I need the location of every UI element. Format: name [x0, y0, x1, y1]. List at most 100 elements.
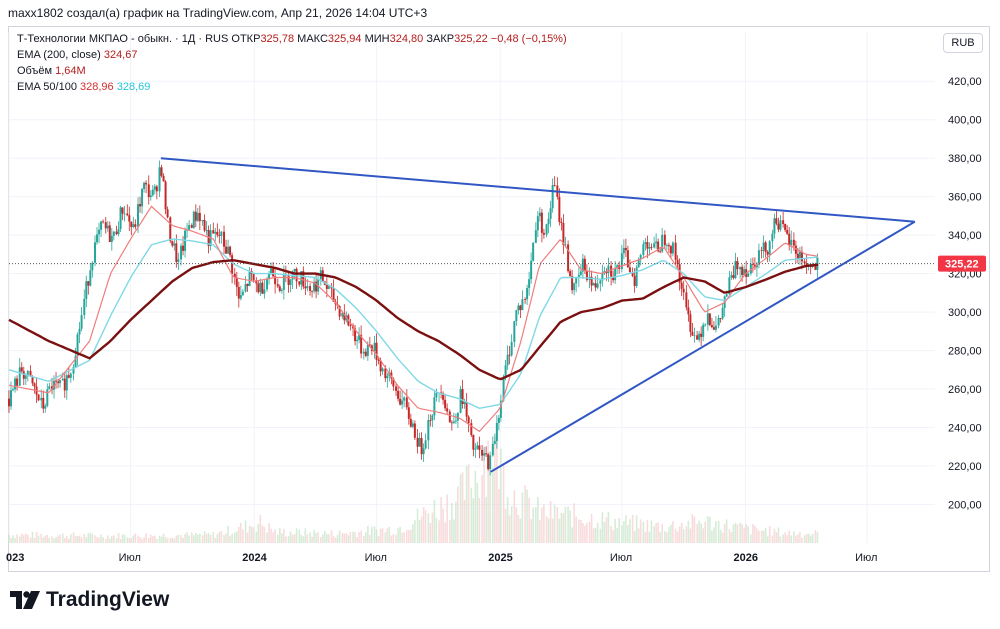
volume-bar: [347, 535, 350, 543]
volume-bar: [42, 537, 45, 543]
candle-body: [207, 229, 210, 246]
volume-bar: [266, 532, 268, 543]
volume-bar: [70, 534, 72, 543]
volume-bar: [128, 537, 131, 543]
candle-body: [85, 281, 88, 299]
candle-body: [182, 245, 185, 251]
candle-body: [680, 282, 683, 289]
volume-bar: [261, 525, 264, 543]
volume-bar: [154, 535, 156, 543]
tradingview-logo[interactable]: TradingView: [10, 588, 169, 612]
volume-bar: [126, 537, 129, 543]
candle-body: [721, 307, 724, 319]
volume-bar: [618, 518, 620, 543]
symbol-title[interactable]: Т-Технологии МКПАО - обыкн. · 1Д · RUS: [17, 33, 229, 45]
volume-bar: [467, 464, 470, 543]
currency-button[interactable]: RUB: [943, 33, 983, 53]
candle-body: [800, 251, 803, 262]
volume-bar: [517, 515, 520, 543]
candle-body: [386, 375, 389, 379]
volume-bar: [429, 522, 432, 543]
candle-body: [306, 286, 309, 289]
volume-bar: [233, 532, 236, 543]
volume-bar: [451, 502, 453, 543]
candle-body: [259, 282, 262, 293]
candle-body: [29, 370, 32, 377]
candle-body: [671, 242, 674, 254]
ema200-value: 324,67: [103, 49, 138, 61]
candle-body: [360, 334, 363, 354]
candle-body: [676, 259, 679, 265]
candle-body: [143, 182, 146, 189]
volume-bar: [298, 529, 301, 543]
candle-body: [14, 378, 17, 390]
y-tick-label: 360,00: [948, 192, 982, 204]
volume-bar: [758, 530, 760, 543]
candle-body: [227, 246, 230, 254]
candle-body: [665, 245, 668, 246]
candle-body: [169, 217, 172, 242]
y-tick-label: 260,00: [948, 384, 982, 396]
volume-bar: [693, 516, 696, 543]
volume-bar: [596, 522, 599, 543]
candle-body: [610, 265, 613, 277]
volume-bar: [27, 534, 29, 543]
volume-bar: [360, 530, 362, 543]
candle-body: [366, 344, 369, 356]
volume-bar: [474, 470, 477, 543]
candle-body: [78, 328, 81, 335]
candle-body: [653, 243, 656, 248]
volume-bar: [410, 529, 412, 543]
legend-volume-row[interactable]: Объём 1,64M: [17, 63, 567, 79]
candle-body: [244, 284, 247, 292]
candle-body: [102, 221, 105, 223]
ema200-label: EMA (200, close): [17, 49, 101, 61]
candle-body: [687, 307, 690, 315]
volume-bar: [139, 537, 141, 543]
volume-bar: [732, 524, 735, 543]
ema200-line: [8, 259, 819, 381]
candle-body: [585, 270, 588, 281]
candle-body: [287, 275, 290, 285]
volume-bar: [707, 516, 709, 543]
legend-ema50-100-row[interactable]: EMA 50/100 328,96 328,69: [17, 79, 567, 95]
candle-body: [147, 184, 150, 198]
ema50-value: 328,96: [80, 81, 114, 93]
volume-bar: [588, 521, 591, 543]
candle-body: [255, 280, 258, 284]
volume-bar: [793, 531, 795, 543]
candle-body: [691, 331, 694, 336]
volume-bar: [205, 533, 208, 543]
candle-body: [517, 305, 520, 311]
volume-bar: [771, 535, 774, 543]
volume-bar: [244, 520, 247, 543]
volume-bar: [220, 531, 223, 543]
candle-body: [354, 328, 357, 342]
volume-bar: [246, 532, 249, 543]
y-tick-label: 220,00: [948, 461, 982, 473]
candle-body: [773, 218, 776, 234]
volume-bar: [584, 525, 586, 543]
candle-body: [661, 234, 664, 252]
volume-bar: [532, 507, 534, 543]
volume-bar: [551, 518, 554, 543]
volume-bar: [644, 531, 647, 543]
candle-body: [650, 247, 653, 248]
candle-body: [349, 325, 352, 327]
legend-ema200-row[interactable]: EMA (200, close) 324,67: [17, 47, 567, 63]
volume-bar: [332, 535, 335, 543]
candle-body: [499, 400, 502, 418]
volume-bar: [188, 535, 190, 543]
volume-bar: [57, 535, 59, 543]
volume-bar: [373, 526, 376, 543]
volume-bar: [412, 524, 414, 543]
candle-body: [65, 375, 68, 391]
volume-bar: [130, 538, 133, 543]
volume-bar: [207, 532, 210, 543]
candle-body: [573, 283, 576, 291]
volume-bar: [115, 538, 118, 543]
volume-value: 1,64M: [55, 65, 86, 77]
volume-bar: [63, 538, 66, 543]
volume-bar: [279, 527, 281, 543]
